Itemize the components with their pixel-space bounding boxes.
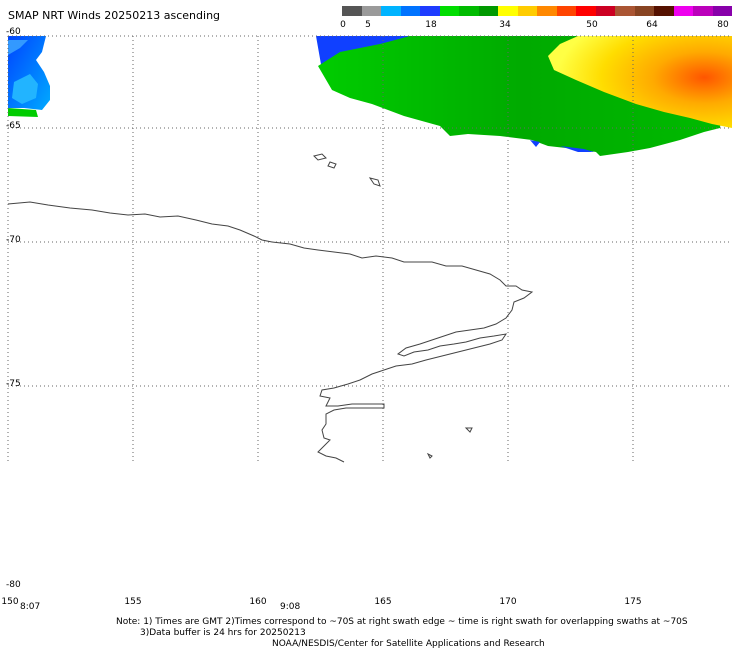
- colorbar-segment-18: [693, 6, 713, 16]
- colorbar-label-50: 50: [586, 20, 598, 30]
- lat-label-65: -65: [6, 121, 21, 131]
- swath-time-1: 8:07: [20, 602, 41, 612]
- swath-time-2: 9:08: [280, 602, 301, 612]
- island-2: [327, 161, 337, 169]
- colorbar-segment-11: [556, 6, 576, 16]
- colorbar-segment-8: [498, 6, 518, 16]
- swath-blue-bottom-2: [530, 140, 540, 147]
- colorbar-label-5: 5: [365, 20, 371, 30]
- lon-label-155: 155: [124, 597, 142, 607]
- note-line-1: Note: 1) Times are GMT 2)Times correspon…: [116, 617, 688, 627]
- colorbar-label-80: 80: [717, 20, 729, 30]
- colorbar-segment-16: [654, 6, 674, 16]
- colorbar-segment-19: [712, 6, 732, 16]
- coastline: [7, 153, 534, 463]
- colorbar-segment-4: [420, 6, 440, 16]
- graticule: [7, 35, 732, 464]
- swath-yellow-orange: [548, 36, 732, 128]
- colorbar-segment-0: [342, 6, 362, 16]
- lon-label-165: 165: [374, 597, 392, 607]
- antarctic-coast: [7, 201, 534, 463]
- colorbar-segment-5: [439, 6, 459, 16]
- note-line-3: NOAA/NESDIS/Center for Satellite Applica…: [272, 639, 545, 649]
- left-swath-lightblue: [12, 74, 38, 104]
- lon-label-150: 150: [1, 597, 19, 607]
- colorbar-segment-7: [478, 6, 498, 16]
- colorbar-segment-14: [615, 6, 635, 16]
- left-swath-green: [8, 108, 38, 117]
- wind-speed-colorbar: [342, 6, 732, 16]
- colorbar-label-0: 0: [340, 20, 346, 30]
- lat-label-75: -75: [6, 379, 21, 389]
- colorbar-segment-2: [381, 6, 401, 16]
- colorbar-segment-1: [361, 6, 381, 16]
- lat-label-80: -80: [6, 580, 21, 590]
- island-1: [313, 153, 327, 161]
- lon-label-170: 170: [499, 597, 517, 607]
- colorbar-segment-10: [537, 6, 557, 16]
- swath-blue-bottom: [560, 146, 594, 152]
- lon-label-175: 175: [624, 597, 642, 607]
- colorbar-segment-17: [673, 6, 693, 16]
- colorbar-segment-15: [634, 6, 654, 16]
- lat-label-60: -60: [6, 27, 21, 37]
- lat-label-70: -70: [6, 235, 21, 245]
- note-line-2: 3)Data buffer is 24 hrs for 20250213: [140, 628, 306, 638]
- colorbar-segment-12: [576, 6, 596, 16]
- map-title: SMAP NRT Winds 20250213 ascending: [8, 9, 221, 22]
- island-5: [426, 452, 433, 459]
- island-3: [368, 177, 381, 187]
- colorbar-segment-13: [595, 6, 615, 16]
- lon-label-160: 160: [249, 597, 267, 607]
- colorbar-label-18: 18: [425, 20, 437, 30]
- main-swath: [316, 36, 732, 156]
- left-swath-edge: [8, 40, 28, 55]
- left-swath: [8, 36, 50, 117]
- colorbar-segment-9: [517, 6, 537, 16]
- island-4: [464, 427, 473, 433]
- colorbar-label-34: 34: [499, 20, 511, 30]
- colorbar-segment-6: [459, 6, 479, 16]
- colorbar-segment-3: [400, 6, 420, 16]
- colorbar-label-64: 64: [646, 20, 658, 30]
